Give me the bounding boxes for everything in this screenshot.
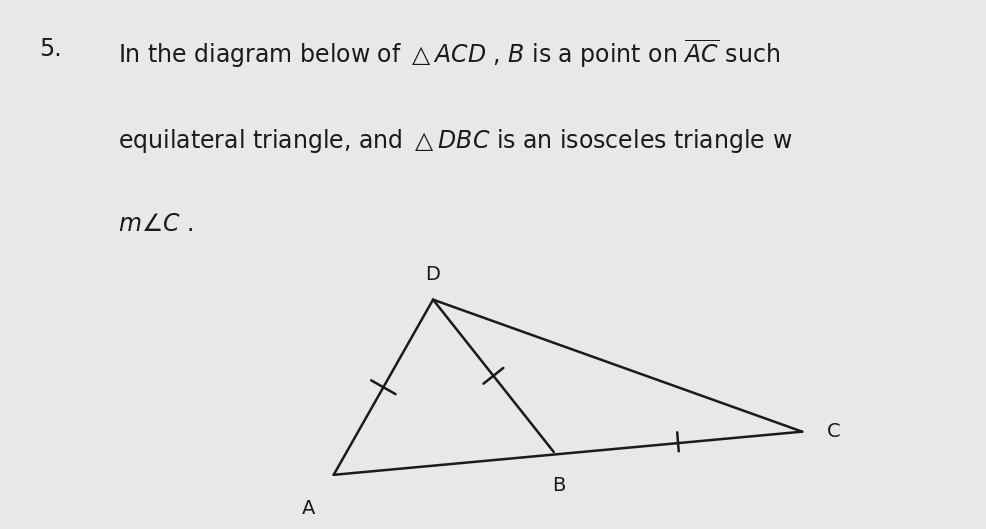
Text: $m\angle C$ .: $m\angle C$ . [118, 212, 193, 235]
Text: equilateral triangle, and $\triangle DBC$ is an isosceles triangle w: equilateral triangle, and $\triangle DBC… [118, 127, 793, 155]
Text: C: C [827, 422, 840, 441]
Text: D: D [426, 264, 441, 284]
Text: 5.: 5. [39, 37, 62, 61]
Text: B: B [552, 476, 565, 495]
Text: A: A [303, 499, 316, 518]
Text: In the diagram below of $\triangle ACD$ , $B$ is a point on $\overline{AC}$ such: In the diagram below of $\triangle ACD$ … [118, 37, 781, 70]
